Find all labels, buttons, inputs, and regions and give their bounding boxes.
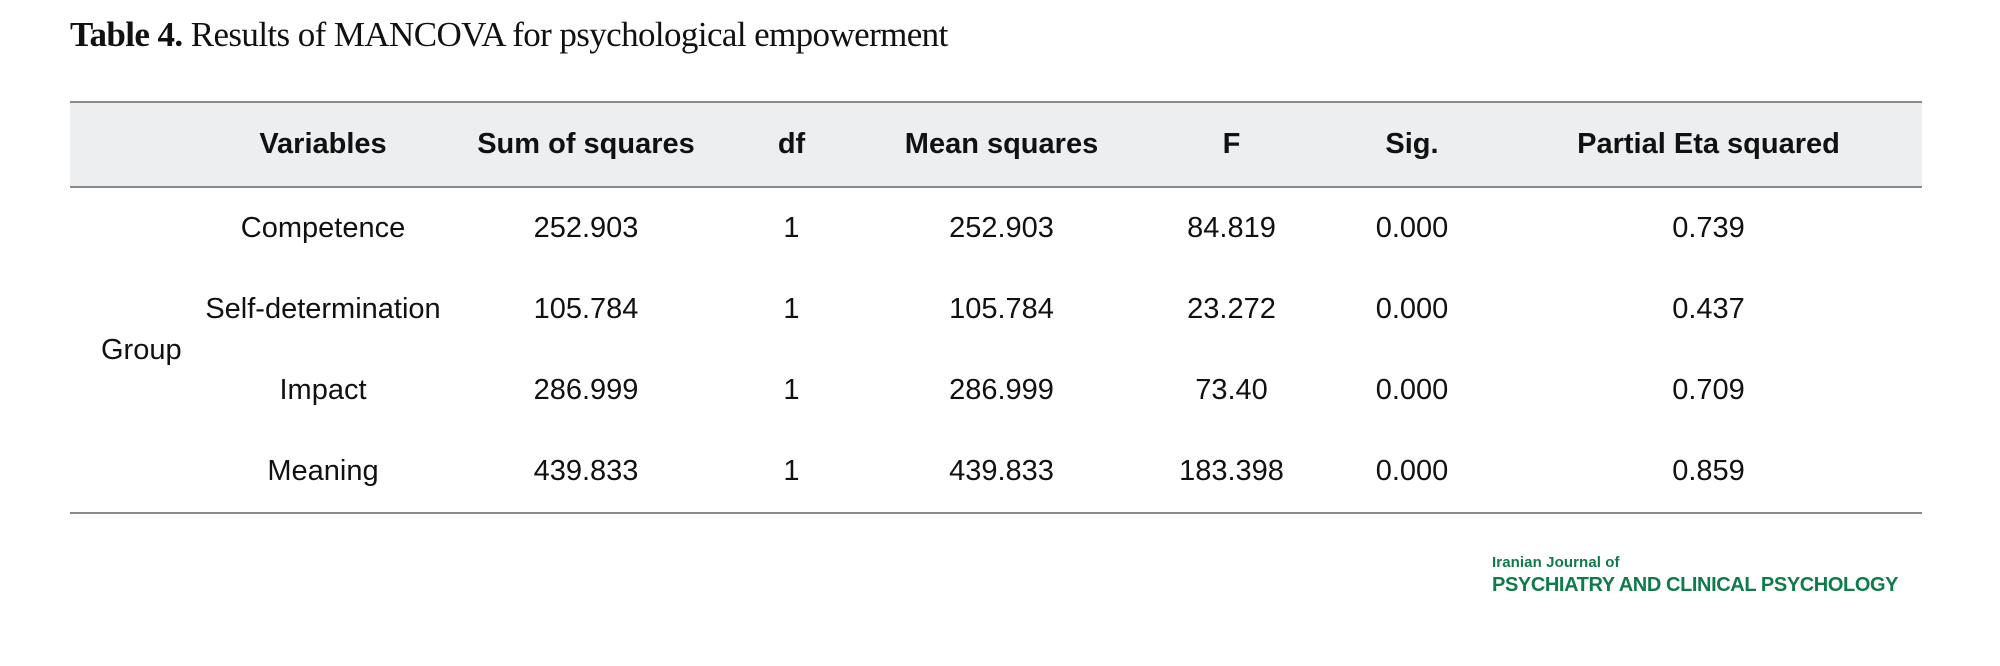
sum-of-squares-cell: 105.784 bbox=[533, 293, 639, 325]
variable-cell: Impact bbox=[279, 374, 367, 406]
table-caption-text: Results of MANCOVA for psychological emp… bbox=[182, 15, 949, 54]
partial-eta-squared-cell: 0.437 bbox=[1672, 293, 1745, 325]
sum-of-squares-cell: 286.999 bbox=[533, 374, 639, 406]
header-cell-mean-squares: Mean squares bbox=[869, 101, 1134, 188]
df-cell: 1 bbox=[714, 431, 869, 514]
f-cell: 23.272 bbox=[1187, 293, 1276, 325]
group-cell: Group bbox=[70, 187, 188, 514]
mean-squares-cell: 105.784 bbox=[949, 293, 1054, 325]
df-cell: 1 bbox=[783, 212, 800, 244]
df-cell: 1 bbox=[783, 293, 800, 325]
journal-logo-line1: Iranian Journal of bbox=[1492, 554, 1620, 571]
sum-of-squares-cell: 439.833 bbox=[458, 431, 714, 514]
df-cell: 1 bbox=[783, 374, 800, 406]
f-cell: 84.819 bbox=[1187, 212, 1276, 244]
table-caption-label: Table 4. bbox=[70, 15, 183, 54]
variable-cell: Meaning bbox=[188, 431, 458, 514]
sig-cell: 0.000 bbox=[1375, 212, 1449, 244]
partial-eta-squared-cell: 0.859 bbox=[1495, 431, 1922, 514]
partial-eta-squared-cell: 0.709 bbox=[1672, 374, 1745, 406]
table-header-row: Variables Sum of squares df Mean squares… bbox=[70, 101, 1922, 188]
header-cell-partial-eta-squared: Partial Eta squared bbox=[1495, 101, 1922, 188]
mean-squares-cell: 439.833 bbox=[869, 431, 1134, 514]
sum-of-squares-cell: 252.903 bbox=[533, 212, 639, 244]
f-cell: 73.40 bbox=[1195, 374, 1268, 406]
variable-cell: Competence bbox=[240, 212, 406, 244]
f-cell: 183.398 bbox=[1134, 431, 1329, 514]
table-row: Impact 286.999 1 286.999 73.40 0.000 0.7… bbox=[70, 350, 1922, 431]
table-row: Meaning 439.833 1 439.833 183.398 0.000 … bbox=[70, 431, 1922, 514]
results-table: Variables Sum of squares df Mean squares… bbox=[70, 101, 1922, 514]
header-cell-group bbox=[70, 101, 188, 188]
journal-logo: Iranian Journal of PSYCHIATRY AND CLINIC… bbox=[1492, 554, 1898, 598]
header-cell-sig: Sig. bbox=[1329, 101, 1495, 188]
header-cell-df: df bbox=[714, 101, 869, 188]
mean-squares-cell: 252.903 bbox=[949, 212, 1054, 244]
header-cell-f: F bbox=[1134, 101, 1329, 188]
header-cell-sum-of-squares: Sum of squares bbox=[458, 101, 714, 188]
results-table-container: Variables Sum of squares df Mean squares… bbox=[70, 101, 1922, 514]
table-row: Group Competence 252.903 1 252.903 84.81… bbox=[70, 187, 1922, 514]
partial-eta-squared-cell: 0.739 bbox=[1672, 212, 1745, 244]
table-caption: Table 4. Results of MANCOVA for psycholo… bbox=[70, 10, 948, 60]
sig-cell: 0.000 bbox=[1375, 293, 1449, 325]
sig-cell: 0.000 bbox=[1375, 374, 1449, 406]
variable-cell: Self-determination bbox=[205, 293, 441, 325]
journal-logo-line2: PSYCHIATRY AND CLINICAL PSYCHOLOGY bbox=[1492, 574, 1899, 596]
sig-cell: 0.000 bbox=[1329, 431, 1495, 514]
mean-squares-cell: 286.999 bbox=[949, 374, 1054, 406]
header-cell-variables: Variables bbox=[188, 101, 458, 188]
table-row: Self-determination 105.784 1 105.784 23.… bbox=[70, 269, 1922, 350]
